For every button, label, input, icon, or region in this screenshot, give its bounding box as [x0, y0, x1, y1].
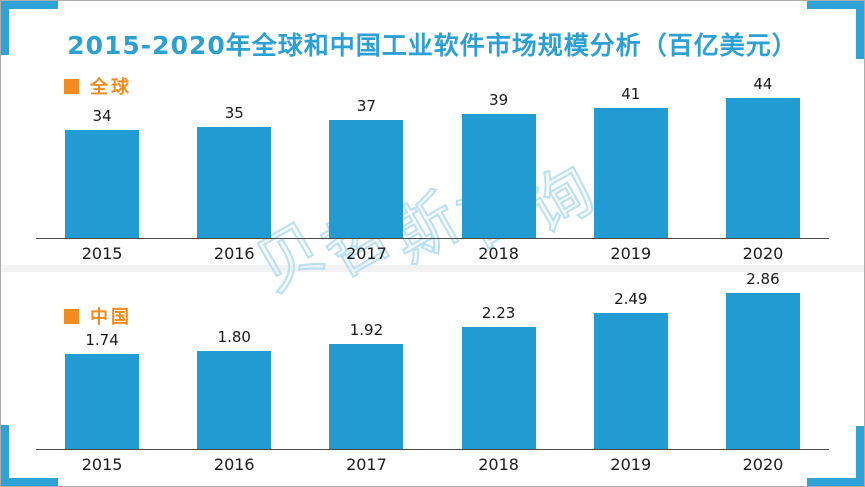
x-tick-label: 2019 — [610, 455, 652, 474]
value-label: 1.80 — [217, 328, 251, 346]
bar — [593, 108, 668, 238]
corner-accent-top-right-vertical — [856, 1, 864, 59]
legend-china: 中国 — [64, 303, 132, 329]
value-label: 37 — [356, 97, 376, 115]
value-label: 2.23 — [481, 304, 516, 322]
plot-area-global: 34 35 37 39 41 44 — [36, 74, 829, 239]
legend-label-global: 全球 — [90, 77, 132, 98]
bar — [329, 344, 404, 449]
bar — [65, 354, 140, 449]
corner-accent-bottom-right-horizontal — [807, 478, 864, 486]
bar-column: 1.80 — [168, 327, 300, 449]
value-label: 2.49 — [614, 290, 648, 308]
corner-accent-top-left-horizontal — [1, 1, 58, 9]
x-tick-label: 2018 — [478, 244, 519, 263]
chart-title: 2015-2020年全球和中国工业软件市场规模分析（百亿美元） — [67, 31, 798, 60]
bar-column: 37 — [300, 96, 432, 238]
bar-column: 1.74 — [36, 330, 168, 449]
value-label: 39 — [489, 91, 509, 109]
bar — [461, 114, 536, 238]
bar — [725, 293, 800, 449]
x-axis-labels-china: 2015 2016 2017 2018 2019 2020 — [36, 455, 829, 474]
corner-accent-bottom-left-vertical — [1, 425, 9, 486]
legend-global: 全球 — [64, 73, 132, 99]
value-label: 2.86 — [746, 270, 780, 288]
corner-accent-top-right-horizontal — [807, 1, 864, 9]
value-label: 34 — [92, 107, 112, 125]
panel-divider — [1, 265, 864, 272]
value-label: 1.74 — [85, 331, 119, 349]
x-axis-labels-global: 2015 2016 2017 2018 2019 2020 — [36, 244, 829, 263]
bar-column: 41 — [565, 84, 697, 238]
plot-area-china: 1.74 1.80 1.92 2.23 2.49 2.86 — [36, 269, 829, 450]
bar-column: 39 — [433, 90, 565, 238]
corner-accent-bottom-left-horizontal — [1, 478, 58, 486]
bar-column: 1.92 — [300, 320, 432, 449]
bar — [725, 98, 800, 238]
legend-swatch-icon — [64, 78, 79, 94]
bar — [197, 351, 272, 449]
x-tick-label: 2017 — [346, 244, 387, 263]
corner-accent-bottom-right-vertical — [856, 426, 864, 486]
bar — [461, 327, 536, 449]
x-tick-label: 2017 — [346, 455, 387, 474]
bar — [593, 313, 668, 449]
bar — [65, 130, 140, 238]
x-tick-label: 2018 — [478, 455, 519, 474]
bar — [329, 120, 404, 238]
x-tick-label: 2016 — [213, 455, 255, 474]
bar-column: 44 — [697, 74, 829, 238]
x-tick-label: 2019 — [610, 244, 652, 263]
x-tick-label: 2015 — [81, 455, 123, 474]
bar-column: 2.86 — [697, 269, 829, 449]
legend-label-china: 中国 — [90, 307, 132, 328]
x-tick-label: 2015 — [81, 244, 123, 263]
x-tick-label: 2016 — [213, 244, 255, 263]
legend-swatch-icon — [64, 308, 79, 324]
corner-accent-top-left-vertical — [1, 1, 9, 55]
bar — [197, 127, 272, 238]
x-tick-label: 2020 — [742, 244, 784, 263]
value-label: 1.92 — [349, 321, 384, 339]
bar-column: 34 — [36, 106, 168, 238]
bar-column: 2.49 — [565, 289, 697, 449]
bar-column: 35 — [168, 103, 300, 238]
value-label: 44 — [753, 75, 773, 93]
x-tick-label: 2020 — [742, 455, 784, 474]
value-label: 41 — [621, 85, 641, 103]
bar-column: 2.23 — [433, 303, 565, 449]
value-label: 35 — [224, 104, 244, 122]
